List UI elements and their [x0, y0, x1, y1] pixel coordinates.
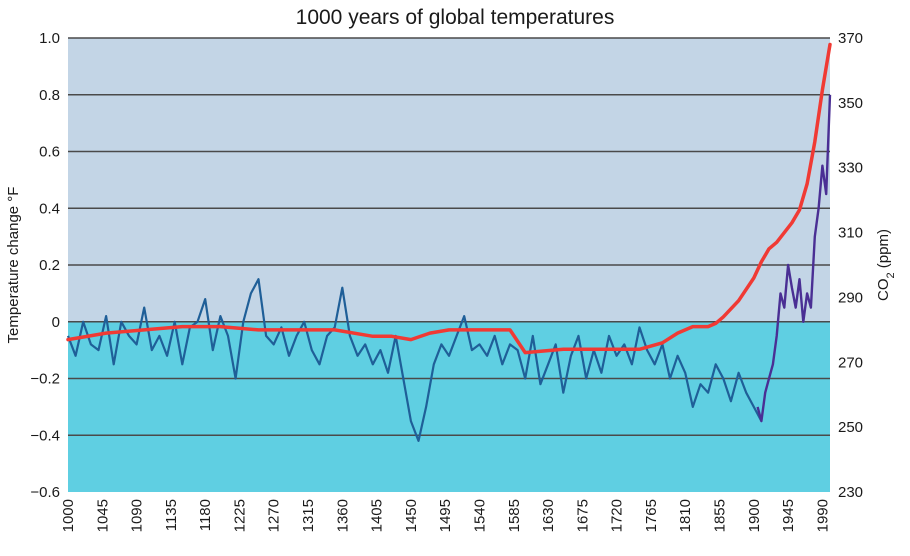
gridlines: [68, 37, 830, 436]
x-tick-label: 1585: [506, 499, 523, 532]
x-tick-label: 1675: [574, 499, 591, 532]
x-tick-label: 1000: [60, 499, 77, 532]
y-tick-label: 0.8: [39, 87, 60, 104]
y-tick-label: −0.6: [30, 484, 60, 501]
x-tick-label: 1900: [746, 499, 763, 532]
y2-axis-label: CO2 (ppm): [875, 229, 897, 301]
y-axis-right: 230 250 270 290 310 330 350 370: [838, 30, 863, 501]
x-tick-label: 1810: [677, 499, 694, 532]
x-tick-label: 1630: [540, 499, 557, 532]
y2-tick-label: 370: [838, 30, 863, 47]
y2-tick-label: 250: [838, 419, 863, 436]
series-co2: [66, 42, 832, 355]
chart-title: 1000 years of global temperatures: [296, 6, 615, 29]
x-tick-label: 1855: [712, 499, 729, 532]
y-tick-label: −0.4: [30, 427, 60, 444]
x-tick-label: 1135: [163, 499, 180, 531]
x-tick-label: 1945: [780, 499, 797, 532]
x-tick-label: 1540: [471, 499, 488, 532]
y-tick-label: −0.2: [30, 371, 60, 388]
y2-label-main: CO: [875, 278, 892, 301]
series-layer: [66, 42, 832, 442]
x-tick-label: 1405: [369, 499, 386, 532]
y2-label-sub: 2: [885, 272, 897, 278]
x-tick-label: 1990: [814, 499, 831, 532]
y2-tick-label: 310: [838, 225, 863, 242]
x-tick-label: 1225: [231, 499, 248, 532]
y-tick-label: 0.6: [39, 144, 60, 161]
y2-tick-label: 330: [838, 160, 863, 177]
y-axis-label: Temperature change °F: [5, 187, 22, 344]
y2-tick-label: 230: [838, 484, 863, 501]
y-tick-label: 0: [52, 314, 60, 331]
x-tick-label: 1090: [129, 499, 146, 532]
y-axis-left: −0.6 −0.4 −0.2 0 0.2 0.4 0.6 0.8 1.0: [30, 30, 60, 501]
y2-tick-label: 270: [838, 354, 863, 371]
y-tick-label: 0.4: [39, 200, 60, 217]
y2-tick-label: 290: [838, 289, 863, 306]
x-tick-label: 1450: [403, 499, 420, 532]
x-tick-label: 1315: [300, 499, 317, 532]
series-instrumental-temperature: [756, 94, 832, 423]
x-tick-label: 1720: [609, 499, 626, 532]
y-tick-label: 1.0: [39, 30, 60, 47]
y-tick-label: 0.2: [39, 257, 60, 274]
x-tick-label: 1360: [334, 499, 351, 532]
x-tick-label: 1045: [94, 499, 111, 532]
x-tick-label: 1270: [266, 499, 283, 532]
x-tick-label: 1495: [437, 499, 454, 532]
x-axis: 1000 1045 1090 1135 1180 1225 1270 1315 1360 1405…: [60, 499, 831, 532]
x-tick-label: 1180: [197, 499, 214, 531]
x-tick-label: 1765: [643, 499, 660, 532]
y2-label-unit: (ppm): [875, 229, 892, 272]
y2-tick-label: 350: [838, 95, 863, 112]
below-zero-band: [68, 321, 830, 492]
